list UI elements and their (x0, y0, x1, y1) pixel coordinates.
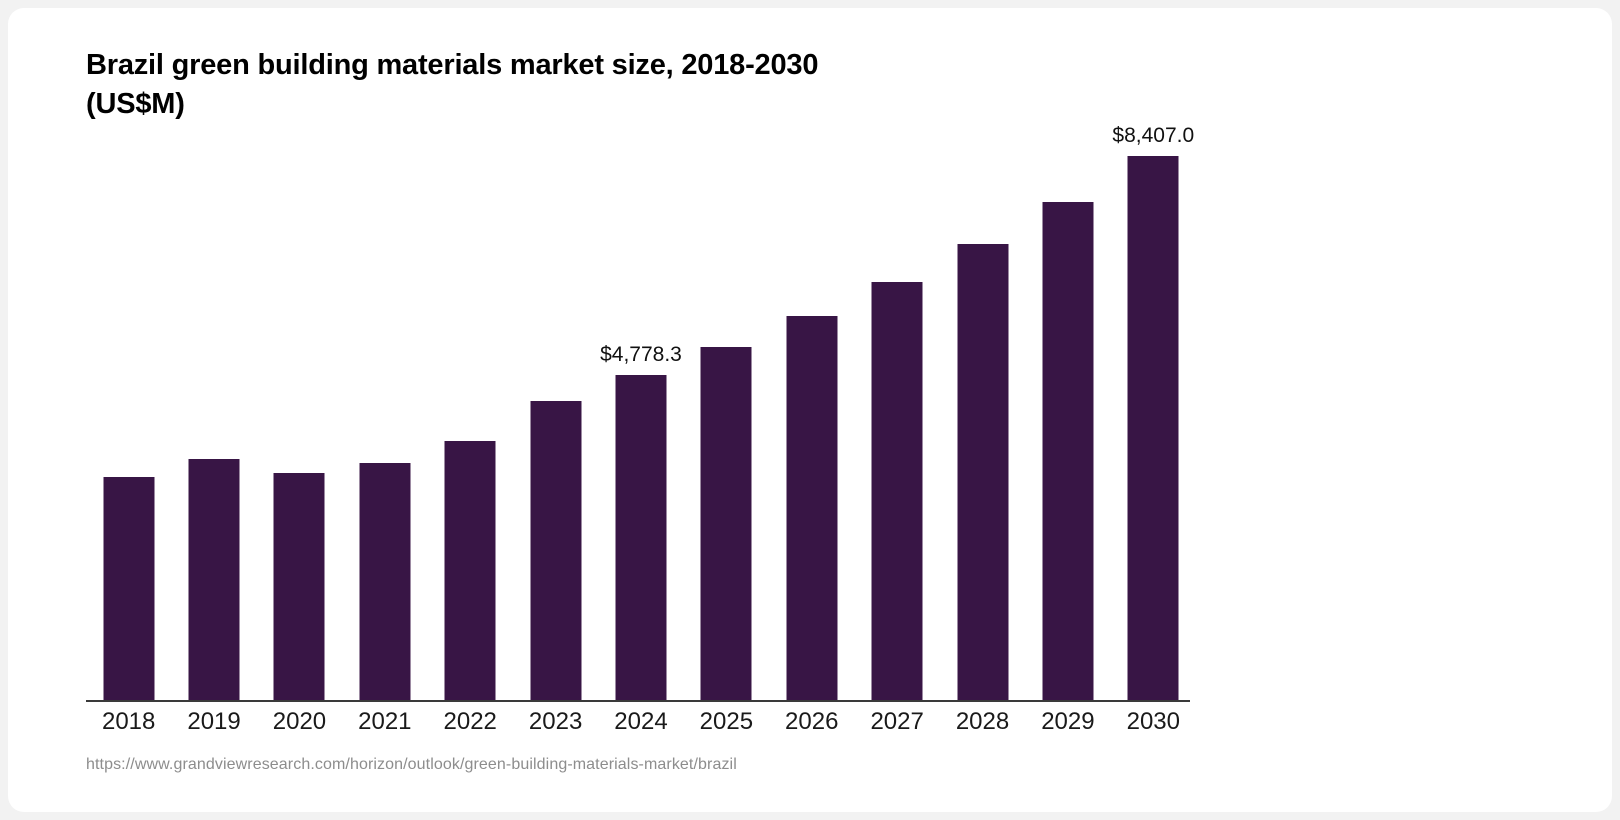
x-axis-tick-label: 2024 (614, 708, 668, 735)
bar-series: $4,778.3 $8,407.0 (86, 124, 1196, 700)
plot-area: $4,778.3 $8,407.0 (86, 124, 1196, 703)
bar[interactable] (103, 477, 155, 700)
bar-slot (257, 128, 342, 700)
bar-value-label: $8,407.0 (1112, 124, 1195, 147)
bar[interactable] (273, 473, 325, 700)
bar[interactable] (1127, 156, 1179, 700)
bar[interactable] (359, 463, 411, 700)
x-axis-tick-label: 2020 (272, 708, 327, 735)
bar-slot (940, 128, 1025, 700)
bar-slot (513, 128, 598, 700)
x-axis-tick-label: 2028 (955, 708, 1010, 735)
bar-slot (86, 128, 171, 700)
chart-card: Brazil green building materials market s… (8, 8, 1612, 812)
bar[interactable] (871, 282, 923, 700)
chart-title: Brazil green building materials market s… (86, 49, 819, 120)
bar-slot (171, 128, 256, 700)
bar-slot (684, 128, 769, 700)
bar-slot (1025, 128, 1110, 700)
bar-slot: $8,407.0 (1111, 124, 1196, 700)
bar[interactable] (1042, 202, 1094, 700)
bar[interactable] (444, 441, 496, 700)
x-axis-tick-label: 2025 (699, 708, 754, 735)
bar-value-label: $4,778.3 (600, 343, 682, 366)
bar[interactable] (957, 244, 1009, 700)
x-axis-line (86, 700, 1190, 702)
x-axis-tick-label: 2021 (358, 708, 412, 735)
x-axis-tick-label: 2026 (785, 708, 839, 735)
x-axis-tick-label: 2029 (1041, 708, 1095, 735)
x-axis-tick-label: 2018 (101, 708, 156, 735)
bar-slot (428, 128, 513, 700)
bar[interactable] (615, 375, 667, 700)
bar[interactable] (700, 347, 752, 700)
x-axis-tick-label: 2023 (528, 708, 583, 735)
x-axis-tick-label: 2027 (870, 708, 924, 735)
bar-slot (342, 128, 427, 700)
x-axis-tick-labels: 2018 2019 2020 2021 2022 2023 2024 2025 2026 2027… (86, 708, 1196, 748)
x-axis-tick-label: 2022 (443, 708, 497, 735)
x-axis-tick-label: 2030 (1126, 708, 1180, 735)
bar-slot (769, 128, 854, 700)
x-axis-tick-label: 2019 (187, 708, 241, 735)
bar[interactable] (188, 459, 240, 700)
bar-slot (854, 128, 939, 700)
bar[interactable] (786, 316, 838, 700)
bar[interactable] (530, 401, 582, 700)
bar-slot: $4,778.3 (598, 128, 683, 700)
source-url[interactable]: https://www.grandviewresearch.com/horizo… (86, 756, 737, 773)
